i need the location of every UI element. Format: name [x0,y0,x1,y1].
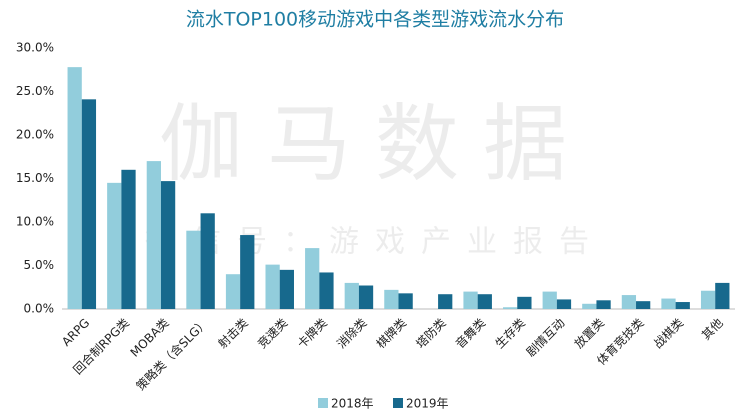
bar [438,294,453,309]
bar [542,291,557,309]
watermark: 微信号：游戏产业报告 [145,225,605,260]
bar [344,282,359,309]
y-tick-label: 0.0% [24,302,55,316]
bar [556,299,572,309]
x-tick-label: 塔防类 [413,315,449,351]
y-tick-label: 5.0% [24,258,55,272]
y-tick-label: 25.0% [16,84,54,98]
legend-swatch [393,398,403,408]
bar [384,289,399,309]
x-tick-label: 战棋类 [651,316,686,351]
x-tick-label: 射击类 [215,315,251,351]
legend-label: 2019年 [406,397,449,411]
bar [477,294,492,309]
bar [186,230,201,309]
x-tick-label: 其他 [699,316,726,343]
bar [700,290,716,309]
x-tick-label: 竞速类 [255,316,290,351]
x-tick-label: 卡牌类 [295,316,330,351]
bar [121,169,136,309]
x-tick-label: 放置类 [571,315,607,351]
y-tick-label: 20.0% [16,128,54,142]
x-tick-label: 剧情互动 [524,316,568,360]
bar [146,161,161,309]
bar [582,303,597,309]
bar [398,293,413,309]
legend-swatch [318,398,328,408]
bar [358,285,374,309]
bar [225,274,241,309]
legend-label: 2018年 [331,397,374,411]
bar [81,99,97,309]
y-tick-label: 15.0% [16,171,54,185]
chart-title: 流水TOP100移动游戏中各类型游戏流水分布 [186,9,564,31]
bar [107,182,122,309]
bar [636,301,651,309]
bar [596,300,611,309]
x-tick-label: ARPG [59,316,92,349]
y-tick-label: 30.0% [16,41,54,55]
x-tick-label: 音舞类 [452,315,488,351]
bar [715,282,730,309]
bar [279,269,294,309]
bar [675,302,690,309]
x-tick-label: 生存类 [492,316,527,351]
bar [463,291,478,309]
x-tick-label: 消除类 [333,315,369,351]
bar [305,248,320,309]
x-tick-label: 策略类（含SLG） [133,315,211,393]
bar [661,298,676,309]
bar [621,295,637,309]
bar [265,264,280,309]
bar [160,181,176,309]
bar [319,272,334,309]
bar [200,213,215,309]
bar [503,307,518,309]
bar [240,235,255,309]
x-tick-label: 棋牌类 [374,316,409,351]
bar [517,296,532,309]
bar [67,67,82,309]
watermark: 伽马数据 [159,95,591,193]
y-tick-label: 10.0% [16,215,54,229]
